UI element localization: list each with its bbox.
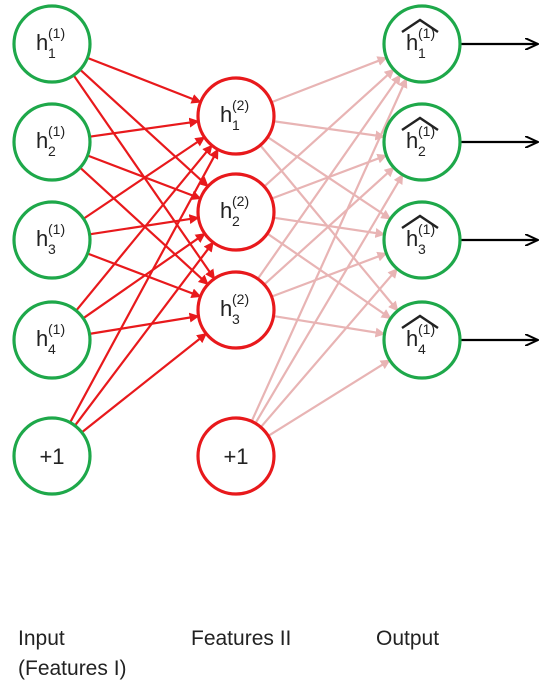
output-node-1-label-base: h [406, 30, 418, 55]
hidden-node-2 [196, 172, 276, 252]
hidden-node-3-label-base: h [220, 296, 232, 321]
hidden-bias-node [196, 416, 276, 496]
edges-layer [69, 44, 538, 437]
input-node-1-label-subscript: 1 [48, 45, 56, 61]
edge-input1-hidden1 [86, 56, 202, 104]
output-node-3-label: h 3 (1) [401, 214, 439, 257]
edge-input4-hidden2 [82, 232, 206, 320]
edge-input5-hidden1 [69, 148, 219, 424]
output-node-4-label: h 4 (1) [401, 314, 439, 357]
output-node-1-label-hat [401, 18, 439, 33]
output-node-2-label: h 2 (1) [401, 116, 439, 159]
hidden-node-1-label-superscript: (2) [232, 97, 249, 113]
edge-input3-hidden1 [82, 136, 206, 220]
output-node-4-label-base: h [406, 326, 418, 351]
edge-hidden1-output4 [259, 144, 399, 312]
edge-input4-hidden1 [75, 144, 213, 312]
output-node-3 [382, 200, 462, 280]
output-node-2 [382, 102, 462, 182]
output-node-4 [382, 300, 462, 380]
input-node-2-label-superscript: (1) [48, 123, 65, 139]
input-node-3-label-superscript: (1) [48, 221, 65, 237]
input-node-4-label-superscript: (1) [48, 321, 65, 337]
output-node-1 [382, 4, 462, 84]
input-node-4-label-subscript: 4 [48, 341, 56, 357]
input-node-4 [12, 300, 92, 380]
input-node-2-label: h 2 (1) [36, 123, 65, 159]
hidden-node-2-label: h 2 (2) [220, 193, 249, 229]
output-node-2-label-superscript: (1) [418, 123, 435, 139]
output-node-1-label: h 1 (1) [401, 18, 439, 61]
output-node-1-label-superscript: (1) [418, 25, 435, 41]
edge-hidden4-output3 [259, 268, 399, 428]
input-layer-label: Input (Features I) [18, 624, 127, 684]
input-bias-label: +1 [39, 444, 64, 469]
output-node-4-label-superscript: (1) [418, 321, 435, 337]
input-node-4-label: h 4 (1) [36, 321, 65, 357]
input-label-line1: Input [18, 627, 65, 650]
nodes-layer: h 1(1)h 2(1)h 3(1)h 4(1)+1h 1(2)h 2(2)h 3(2)+1h… [12, 4, 462, 496]
output-node-3-label-base: h [406, 226, 418, 251]
hidden-node-3 [196, 270, 276, 350]
hidden-node-3-label-subscript: 3 [232, 311, 240, 327]
input-node-1-label-base: h [36, 30, 48, 55]
features-ii-label: Features II [191, 627, 292, 650]
edge-hidden3-output3 [271, 251, 388, 298]
edge-input5-hidden2 [74, 241, 214, 427]
input-label-line2: (Features I) [18, 657, 127, 680]
edge-hidden1-output1 [271, 56, 388, 104]
edge-input5-hidden3 [81, 332, 208, 434]
input-node-2 [12, 102, 92, 182]
input-node-2-label-base: h [36, 128, 48, 153]
output-node-1-label-subscript: 1 [418, 45, 426, 61]
hidden-bias-label: +1 [223, 444, 248, 469]
output-node-4-label-subscript: 4 [418, 341, 426, 357]
edge-hidden4-output4 [267, 359, 391, 437]
input-node-1-label-superscript: (1) [48, 25, 65, 41]
input-node-2-label-subscript: 2 [48, 143, 56, 159]
hidden-node-3-label-superscript: (2) [232, 291, 249, 307]
input-node-4-label-base: h [36, 326, 48, 351]
hidden-node-3-label: h 3 (2) [220, 291, 249, 327]
input-bias-node [12, 416, 92, 496]
edge-hidden3-output4 [273, 314, 386, 338]
hidden-node-1 [196, 76, 276, 156]
output-node-3-label-hat [401, 214, 439, 229]
hidden-node-2-label-superscript: (2) [232, 193, 249, 209]
edge-input4-hidden3 [89, 312, 200, 335]
input-node-3-label-base: h [36, 226, 48, 251]
edge-hidden2-output1 [263, 68, 395, 188]
hidden-node-2-label-base: h [220, 198, 232, 223]
output-node-2-label-base: h [406, 128, 418, 153]
edge-hidden4-output2 [254, 173, 404, 424]
edge-hidden4-output1 [250, 77, 408, 422]
edge-hidden3-output2 [263, 166, 395, 286]
input-node-1-label: h 1 (1) [36, 25, 65, 61]
input-node-3-label: h 3 (1) [36, 221, 65, 257]
output-node-2-label-hat [401, 116, 439, 131]
input-node-3 [12, 200, 92, 280]
hidden-node-1-label-subscript: 1 [232, 117, 240, 133]
edge-input2-hidden1 [89, 117, 200, 138]
output-node-3-label-subscript: 3 [418, 241, 426, 257]
hidden-node-1-label-base: h [220, 102, 232, 127]
output-node-4-label-hat [401, 314, 439, 329]
output-node-2-label-subscript: 2 [418, 143, 426, 159]
hidden-node-1-label: h 1 (2) [220, 97, 249, 133]
input-node-3-label-subscript: 3 [48, 241, 56, 257]
output-layer-label: Output [376, 627, 440, 650]
output-node-3-label-superscript: (1) [418, 221, 435, 237]
input-node-1 [12, 4, 92, 84]
hidden-node-2-label-subscript: 2 [232, 213, 240, 229]
edge-hidden3-output1 [256, 74, 402, 280]
